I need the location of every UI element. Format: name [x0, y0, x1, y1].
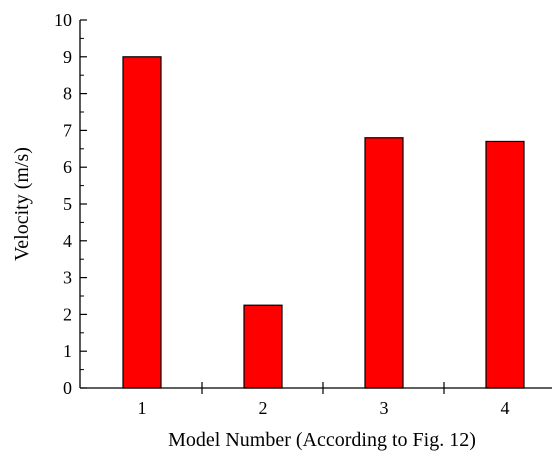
y-tick-label: 2 — [63, 304, 72, 324]
bar-4 — [485, 140, 525, 389]
y-tick-label: 4 — [63, 231, 72, 251]
x-tick-label: 3 — [380, 398, 389, 418]
y-tick-label: 6 — [63, 157, 72, 177]
y-tick-label: 0 — [63, 378, 72, 398]
bar-3 — [364, 137, 404, 389]
bars-layer — [122, 56, 525, 389]
y-tick-label: 9 — [63, 47, 72, 67]
bar-1 — [122, 56, 162, 389]
x-tick-label: 1 — [138, 398, 147, 418]
x-tick-label: 2 — [259, 398, 268, 418]
y-tick-label: 10 — [54, 10, 72, 30]
y-tick-label: 5 — [63, 194, 72, 214]
y-tick-label: 7 — [63, 120, 72, 140]
x-ticks: 1 2 3 4 — [138, 382, 510, 418]
y-ticks: 0 1 2 3 4 5 6 7 8 9 10 — [54, 10, 87, 398]
y-axis-title: Velocity (m/s) — [11, 147, 33, 261]
y-tick-label: 1 — [63, 341, 72, 361]
y-tick-label: 3 — [63, 268, 72, 288]
bar-2 — [243, 304, 283, 389]
x-axis-title: Model Number (According to Fig. 12) — [168, 429, 476, 451]
x-tick-label: 4 — [501, 398, 510, 418]
y-tick-label: 8 — [63, 84, 72, 104]
